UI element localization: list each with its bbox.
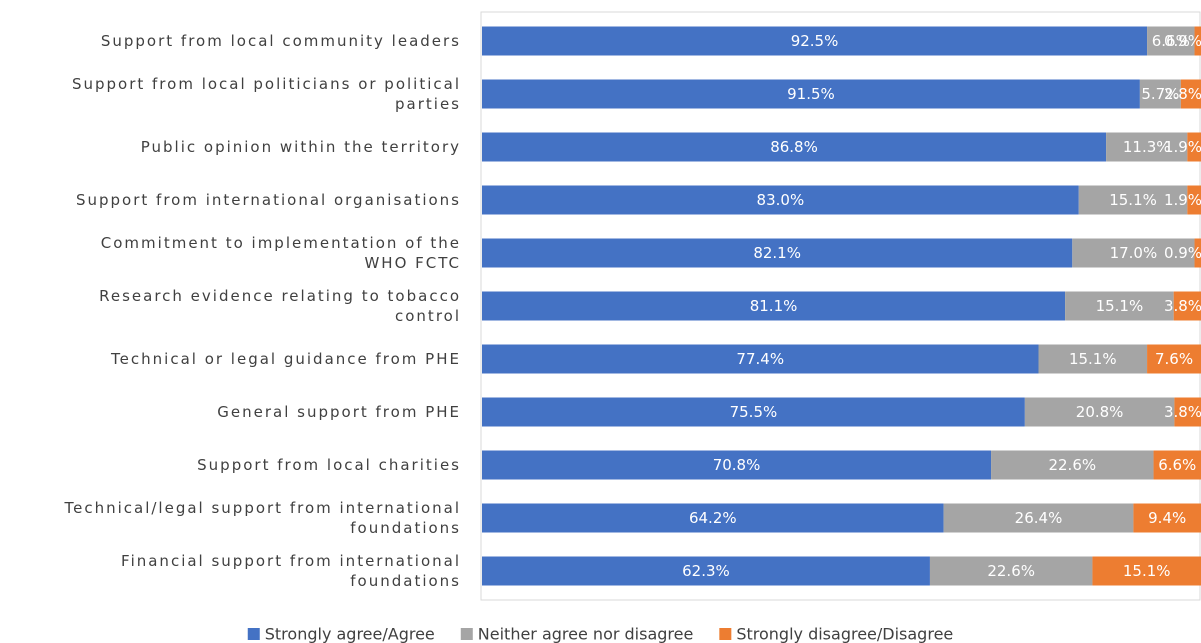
data-label: 15.1% xyxy=(1096,297,1144,315)
data-label: 81.1% xyxy=(750,297,798,315)
legend-item: Neither agree nor disagree xyxy=(460,625,694,643)
bar-segment-agree xyxy=(482,503,944,533)
data-label: 2.8% xyxy=(1164,85,1201,103)
data-label: 91.5% xyxy=(787,85,835,103)
category-label: Research evidence relating to tobacco xyxy=(99,287,461,305)
data-label: 92.5% xyxy=(791,32,839,50)
data-label: 1.9% xyxy=(1164,138,1201,156)
bar-segment-disagree xyxy=(1187,185,1201,215)
bar-segment-neither xyxy=(1139,79,1181,109)
bar-segment-neither xyxy=(991,450,1154,480)
data-label: 70.8% xyxy=(713,456,761,474)
bar-segment-agree xyxy=(482,79,1140,109)
bar-segment-neither xyxy=(1147,26,1195,56)
legend: Strongly agree/Agree Neither agree nor di… xyxy=(247,625,953,643)
category-label: control xyxy=(395,307,461,325)
bars-layer: 92.5% 6.6%0.9%91.5% 5.7%2.8%86.8% 11.3%1.9%… xyxy=(482,26,1201,586)
bar-segment-disagree xyxy=(1180,79,1201,109)
bar-segment-disagree xyxy=(1173,291,1201,321)
category-label: Support from international organisations xyxy=(76,191,461,209)
data-label: 1.9% xyxy=(1164,191,1201,209)
data-label: 20.8% xyxy=(1076,403,1124,421)
data-label: 9.4% xyxy=(1148,509,1186,527)
legend-label: Strongly disagree/Disagree xyxy=(736,625,953,643)
legend-label: Neither agree nor disagree xyxy=(478,625,694,643)
data-label: 11.3% xyxy=(1123,138,1171,156)
category-label: Support from local charities xyxy=(197,456,461,474)
data-label: 0.9% xyxy=(1164,244,1201,262)
data-label: 62.3% xyxy=(682,562,730,580)
legend-label: Strongly agree/Agree xyxy=(265,625,435,643)
legend-swatch xyxy=(460,628,473,640)
data-label: 3.8% xyxy=(1164,297,1201,315)
bar-segment-neither xyxy=(1106,132,1188,162)
bar-segment-neither xyxy=(1065,291,1174,321)
data-label: 6.6% xyxy=(1152,32,1190,50)
data-label: 7.6% xyxy=(1155,350,1193,368)
bar-segment-agree xyxy=(482,132,1107,162)
bar-segment-neither xyxy=(929,556,1093,586)
legend-item: Strongly agree/Agree xyxy=(247,625,435,643)
category-label: Financial support from international xyxy=(121,552,461,570)
data-label: 15.1% xyxy=(1109,191,1157,209)
bar-segment-disagree xyxy=(1194,238,1201,268)
category-label: WHO FCTC xyxy=(364,254,461,272)
bar-segment-disagree xyxy=(1133,503,1201,533)
bar-segment-agree xyxy=(482,26,1148,56)
bar-segment-disagree xyxy=(1147,344,1201,374)
category-label: foundations xyxy=(350,572,461,590)
category-label: Technical or legal guidance from PHE xyxy=(110,350,461,368)
bar-segment-neither xyxy=(1024,397,1175,427)
bar-segment-neither xyxy=(1038,344,1148,374)
bar-segment-agree xyxy=(482,450,992,480)
category-label: Technical/legal support from internation… xyxy=(64,499,462,517)
category-label: foundations xyxy=(350,519,461,537)
data-label: 0.9% xyxy=(1164,32,1201,50)
legend-swatch xyxy=(247,628,260,640)
data-label: 75.5% xyxy=(730,403,778,421)
data-label: 22.6% xyxy=(1048,456,1096,474)
bar-segment-agree xyxy=(482,185,1079,215)
category-label: Public opinion within the territory xyxy=(141,138,461,156)
legend-swatch xyxy=(719,628,732,640)
category-label: Support from local community leaders xyxy=(101,32,461,50)
data-label: 82.1% xyxy=(753,244,801,262)
bar-segment-agree xyxy=(482,397,1025,427)
data-label: 15.1% xyxy=(1069,350,1117,368)
legend-item: Strongly disagree/Disagree xyxy=(719,625,953,643)
bar-segment-neither xyxy=(1078,185,1188,215)
data-label: 26.4% xyxy=(1015,509,1063,527)
data-label: 77.4% xyxy=(736,350,784,368)
bar-segment-neither xyxy=(1072,238,1195,268)
bar-segment-disagree xyxy=(1187,132,1201,162)
category-label: parties xyxy=(395,95,461,113)
data-label: 15.1% xyxy=(1123,562,1171,580)
category-labels: Support from local community leaders Supp… xyxy=(64,32,462,590)
data-label: 3.8% xyxy=(1164,403,1201,421)
bar-segment-agree xyxy=(482,238,1073,268)
data-label: 86.8% xyxy=(770,138,818,156)
bar-segment-neither xyxy=(943,503,1134,533)
bar-segment-disagree xyxy=(1174,397,1201,427)
data-label: 83.0% xyxy=(757,191,805,209)
data-label: 5.7% xyxy=(1141,85,1179,103)
data-label: 17.0% xyxy=(1110,244,1158,262)
bar-segment-disagree xyxy=(1194,26,1201,56)
bar-segment-disagree xyxy=(1092,556,1201,586)
category-label: Commitment to implementation of the xyxy=(101,234,461,252)
bar-segment-disagree xyxy=(1153,450,1201,480)
bar-segment-agree xyxy=(482,291,1066,321)
category-label: Support from local politicians or politi… xyxy=(72,75,461,93)
data-label: 64.2% xyxy=(689,509,737,527)
data-label: 6.6% xyxy=(1158,456,1196,474)
bar-segment-agree xyxy=(482,344,1039,374)
category-label: General support from PHE xyxy=(217,403,461,421)
bar-segment-agree xyxy=(482,556,930,586)
data-label: 22.6% xyxy=(987,562,1035,580)
